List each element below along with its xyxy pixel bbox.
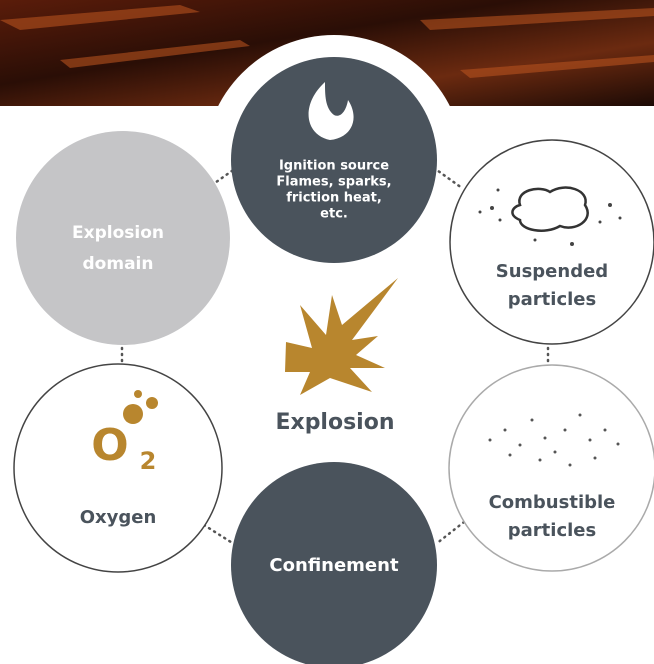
node-ignition: Ignition source Flames, sparks, friction…: [231, 57, 437, 263]
node-label: particles: [508, 520, 596, 541]
node-label: Oxygen: [80, 507, 157, 528]
node-label: Confinement: [269, 555, 399, 576]
center-label: Explosion: [275, 410, 394, 435]
node-label: Suspended: [496, 261, 608, 282]
oxygen-symbol: O: [91, 420, 128, 471]
node-explosion-domain: Explosion domain: [16, 131, 230, 345]
node-confinement: Confinement: [231, 462, 437, 664]
node-label: particles: [508, 289, 596, 310]
node-label: etc.: [320, 207, 348, 222]
center-explosion: Explosion: [275, 278, 398, 435]
node-suspended: Suspended particles: [450, 140, 654, 344]
node-oxygen: O 2 Oxygen: [14, 364, 222, 572]
node-label: Combustible: [489, 492, 616, 513]
node-label: Ignition source: [279, 159, 389, 174]
node-label: friction heat,: [286, 191, 382, 206]
node-label: Explosion: [72, 223, 164, 243]
node-label: domain: [83, 254, 154, 274]
node-combustible: Combustible particles: [449, 365, 654, 571]
diagram: Ignition source Flames, sparks, friction…: [0, 0, 654, 664]
oxygen-subscript: 2: [140, 447, 157, 475]
node-label: Flames, sparks,: [276, 175, 391, 190]
